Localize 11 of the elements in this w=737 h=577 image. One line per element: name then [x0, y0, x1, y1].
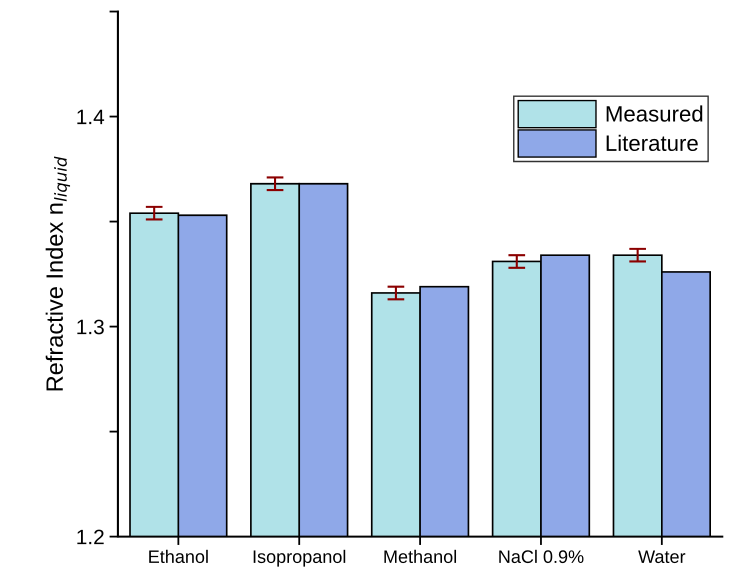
- y-tick-label: 1.4: [77, 110, 104, 124]
- y-tick-label: 1.3: [77, 320, 104, 334]
- x-tick-label: NaCl 0.9%: [499, 550, 584, 564]
- y-axis-title: Refractive Index n$_{liquid}$: [46, 156, 70, 390]
- x-tick-label: Water: [638, 550, 686, 564]
- x-tick-label: Isopropanol: [254, 550, 346, 567]
- legend-label: Literature: [606, 134, 698, 152]
- y-tick-label: 1.2: [77, 530, 104, 544]
- x-tick-label: Methanol: [384, 550, 456, 564]
- legend-label: Measured: [606, 105, 702, 122]
- x-tick-label: Ethanol: [149, 550, 208, 564]
